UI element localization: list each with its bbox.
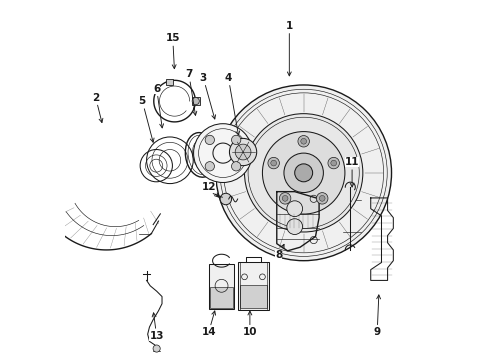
- Text: 11: 11: [344, 157, 359, 187]
- Circle shape: [204, 135, 214, 145]
- Text: 13: 13: [149, 313, 163, 341]
- Circle shape: [330, 160, 336, 166]
- Circle shape: [316, 193, 327, 204]
- Bar: [165, 78, 172, 85]
- Bar: [208, 264, 234, 309]
- Text: 9: 9: [373, 295, 380, 337]
- Text: 7: 7: [185, 69, 196, 115]
- Circle shape: [300, 138, 306, 144]
- Text: 14: 14: [201, 311, 216, 337]
- Circle shape: [327, 157, 339, 169]
- Bar: [239, 262, 266, 310]
- Circle shape: [297, 135, 309, 147]
- Circle shape: [286, 219, 302, 234]
- Circle shape: [282, 195, 287, 201]
- Circle shape: [270, 160, 276, 166]
- Text: 2: 2: [92, 93, 102, 122]
- Circle shape: [286, 201, 302, 217]
- Text: 10: 10: [242, 311, 257, 337]
- Circle shape: [231, 135, 240, 145]
- Text: 8: 8: [274, 244, 284, 260]
- Circle shape: [284, 153, 323, 193]
- Text: 12: 12: [201, 182, 218, 197]
- Text: 6: 6: [153, 84, 163, 128]
- Circle shape: [192, 98, 199, 105]
- Circle shape: [204, 162, 214, 171]
- Circle shape: [279, 193, 290, 204]
- Text: 3: 3: [199, 73, 215, 119]
- Circle shape: [215, 85, 391, 261]
- Text: 1: 1: [285, 21, 292, 76]
- Bar: [238, 262, 268, 310]
- Bar: [239, 285, 266, 309]
- Circle shape: [231, 162, 240, 171]
- Circle shape: [262, 132, 344, 214]
- Circle shape: [244, 114, 362, 232]
- Text: 5: 5: [139, 96, 154, 142]
- Circle shape: [229, 138, 256, 166]
- Circle shape: [220, 193, 231, 205]
- Circle shape: [319, 195, 325, 201]
- Circle shape: [267, 157, 279, 169]
- Circle shape: [294, 164, 312, 182]
- Bar: [191, 97, 199, 105]
- Text: 15: 15: [165, 33, 180, 69]
- Circle shape: [153, 345, 160, 352]
- Circle shape: [235, 144, 250, 160]
- Bar: [210, 287, 232, 308]
- Text: 4: 4: [224, 73, 239, 135]
- Circle shape: [193, 124, 252, 183]
